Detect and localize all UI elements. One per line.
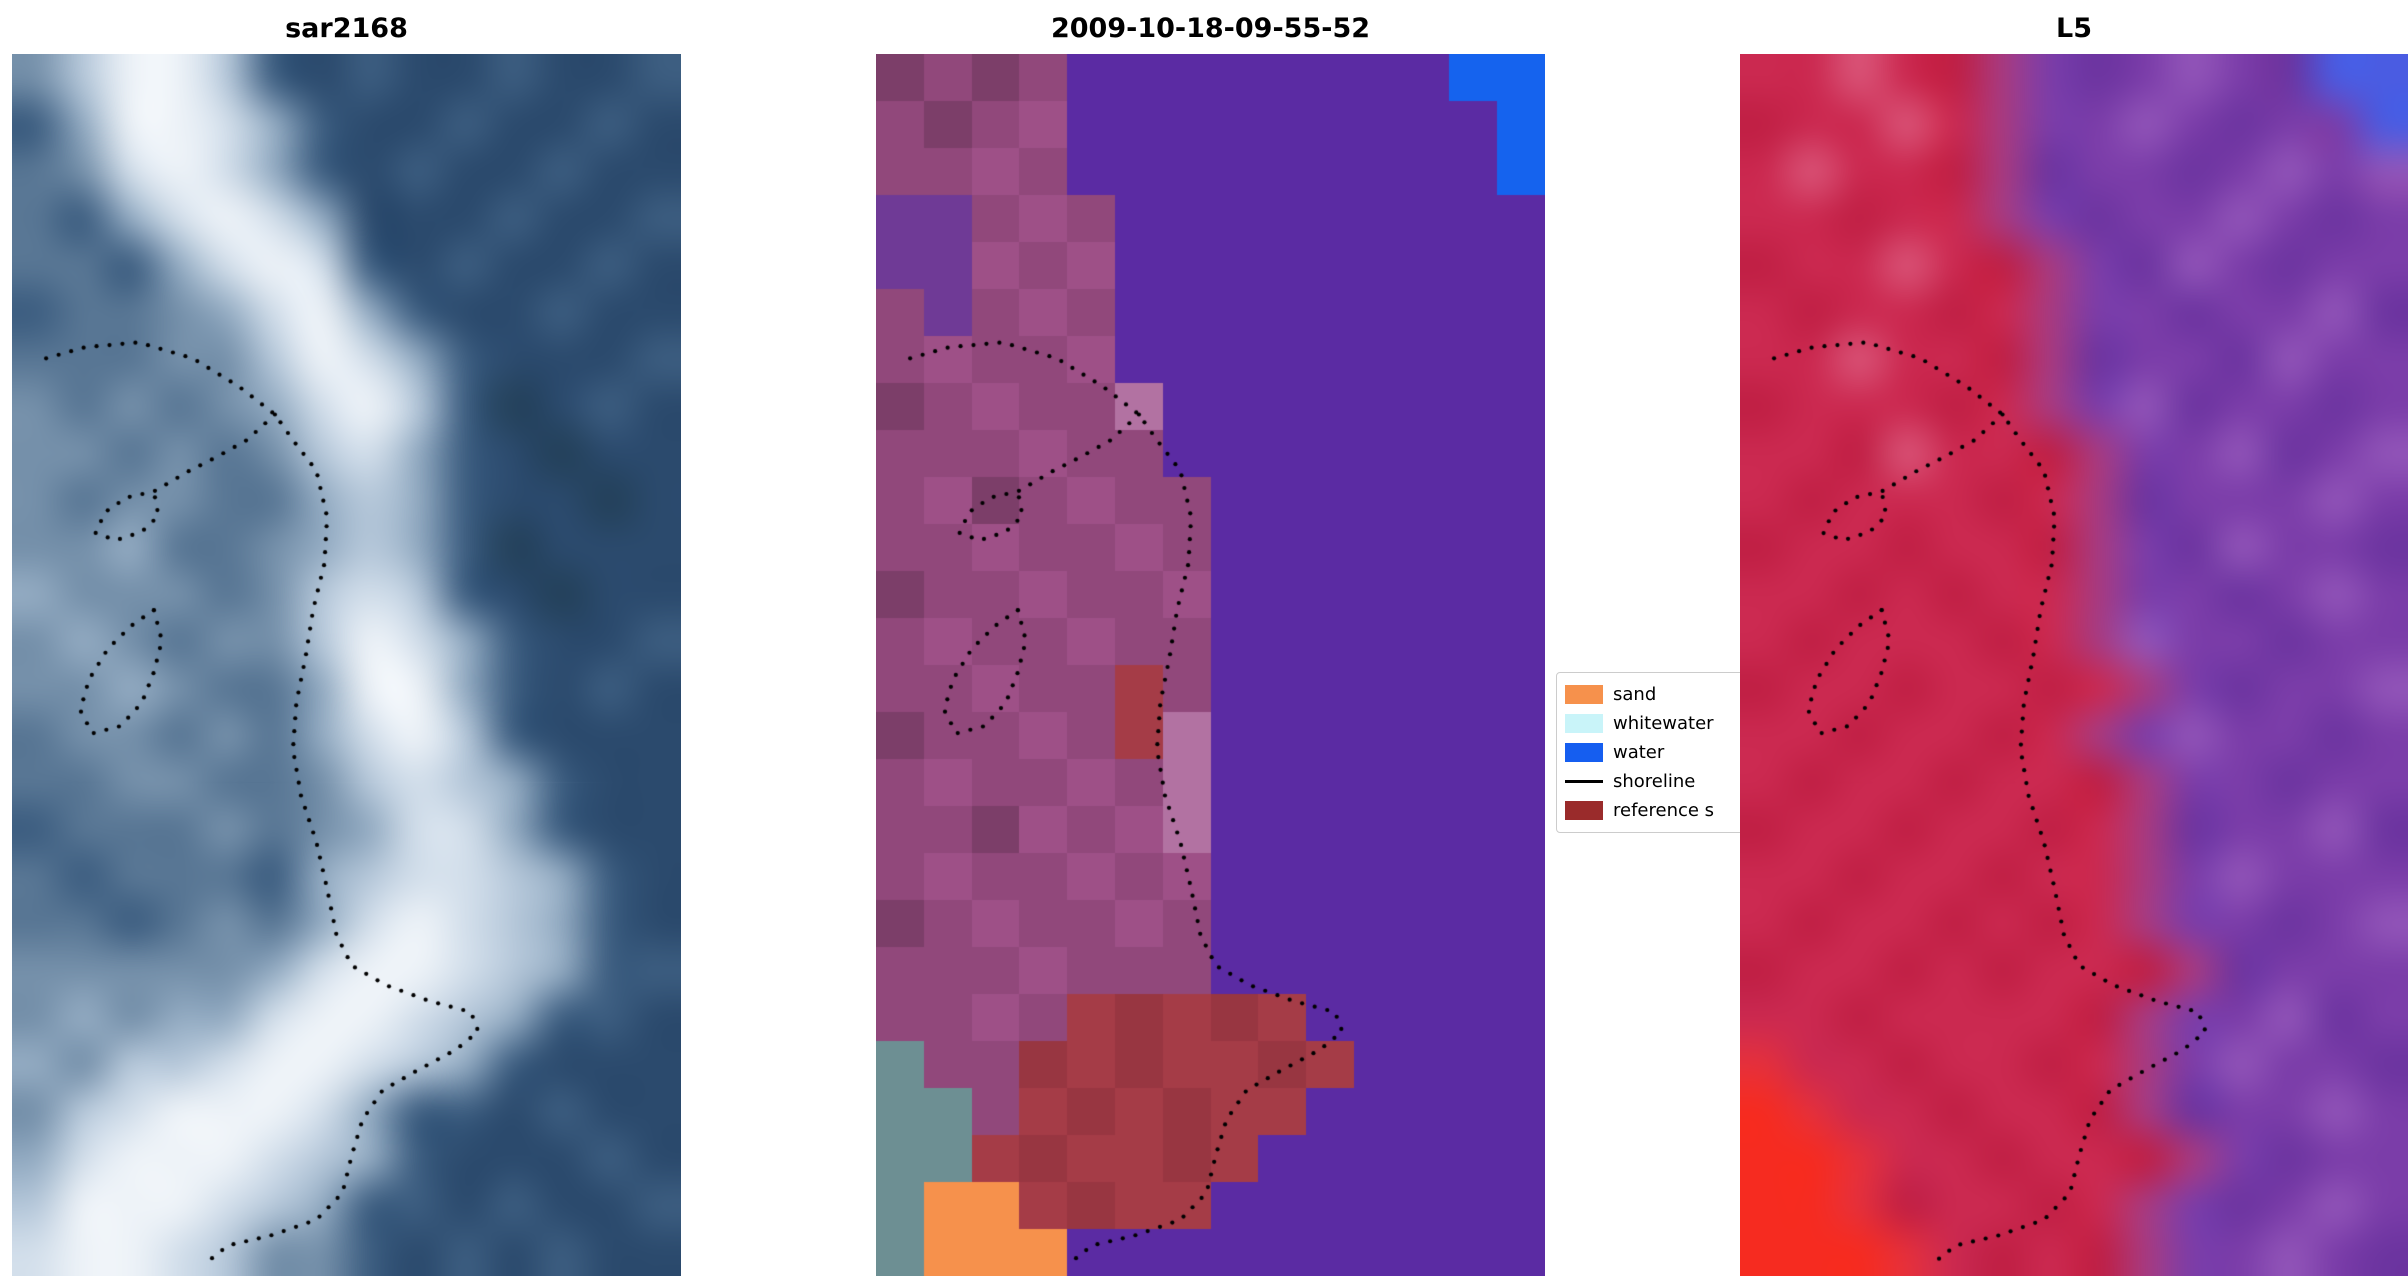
legend-item-whitewater: whitewater [1565, 709, 1743, 738]
sar2168-image-panel [12, 54, 681, 1276]
legend-item-sand: sand [1565, 680, 1743, 709]
classification-image-panel [876, 54, 1545, 1276]
legend-label-sand: sand [1613, 684, 1657, 705]
reference-shoreline-color-swatch [1565, 801, 1603, 820]
whitewater-color-swatch [1565, 714, 1603, 733]
legend-label-shoreline: shoreline [1613, 771, 1696, 792]
shoreline-line-swatch [1565, 780, 1603, 783]
legend-label-whitewater: whitewater [1613, 713, 1714, 734]
legend-label-water: water [1613, 742, 1665, 763]
water-color-swatch [1565, 743, 1603, 762]
classification-image [876, 54, 1545, 1276]
l5-image-panel [1740, 54, 2408, 1276]
panel-title-l5: L5 [2056, 13, 2092, 44]
panel-title-timestamp: 2009-10-18-09-55-52 [1050, 13, 1371, 44]
legend: sand whitewater water shoreline referenc… [1556, 672, 1752, 833]
panel-title-sar2168: sar2168 [285, 13, 408, 44]
l5-image [1740, 54, 2408, 1276]
legend-label-reference-shoreline: reference s [1613, 800, 1715, 821]
sar2168-image [12, 54, 681, 1276]
legend-item-reference-shoreline: reference s [1565, 796, 1743, 825]
legend-item-shoreline: shoreline [1565, 767, 1743, 796]
legend-item-water: water [1565, 738, 1743, 767]
sand-color-swatch [1565, 685, 1603, 704]
